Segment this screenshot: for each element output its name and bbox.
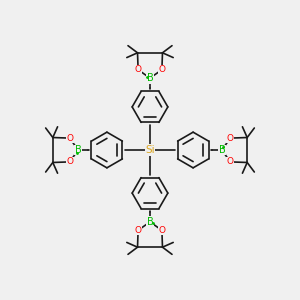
- Text: O: O: [158, 65, 165, 74]
- Text: O: O: [135, 65, 142, 74]
- Text: O: O: [227, 158, 234, 166]
- Text: B: B: [147, 217, 153, 227]
- Text: O: O: [135, 226, 142, 235]
- Text: O: O: [66, 134, 73, 142]
- Text: Si: Si: [145, 145, 155, 155]
- Text: B: B: [147, 73, 153, 83]
- Text: O: O: [227, 134, 234, 142]
- Text: B: B: [75, 145, 81, 155]
- Text: B: B: [219, 145, 225, 155]
- Text: O: O: [66, 158, 73, 166]
- Text: O: O: [158, 226, 165, 235]
